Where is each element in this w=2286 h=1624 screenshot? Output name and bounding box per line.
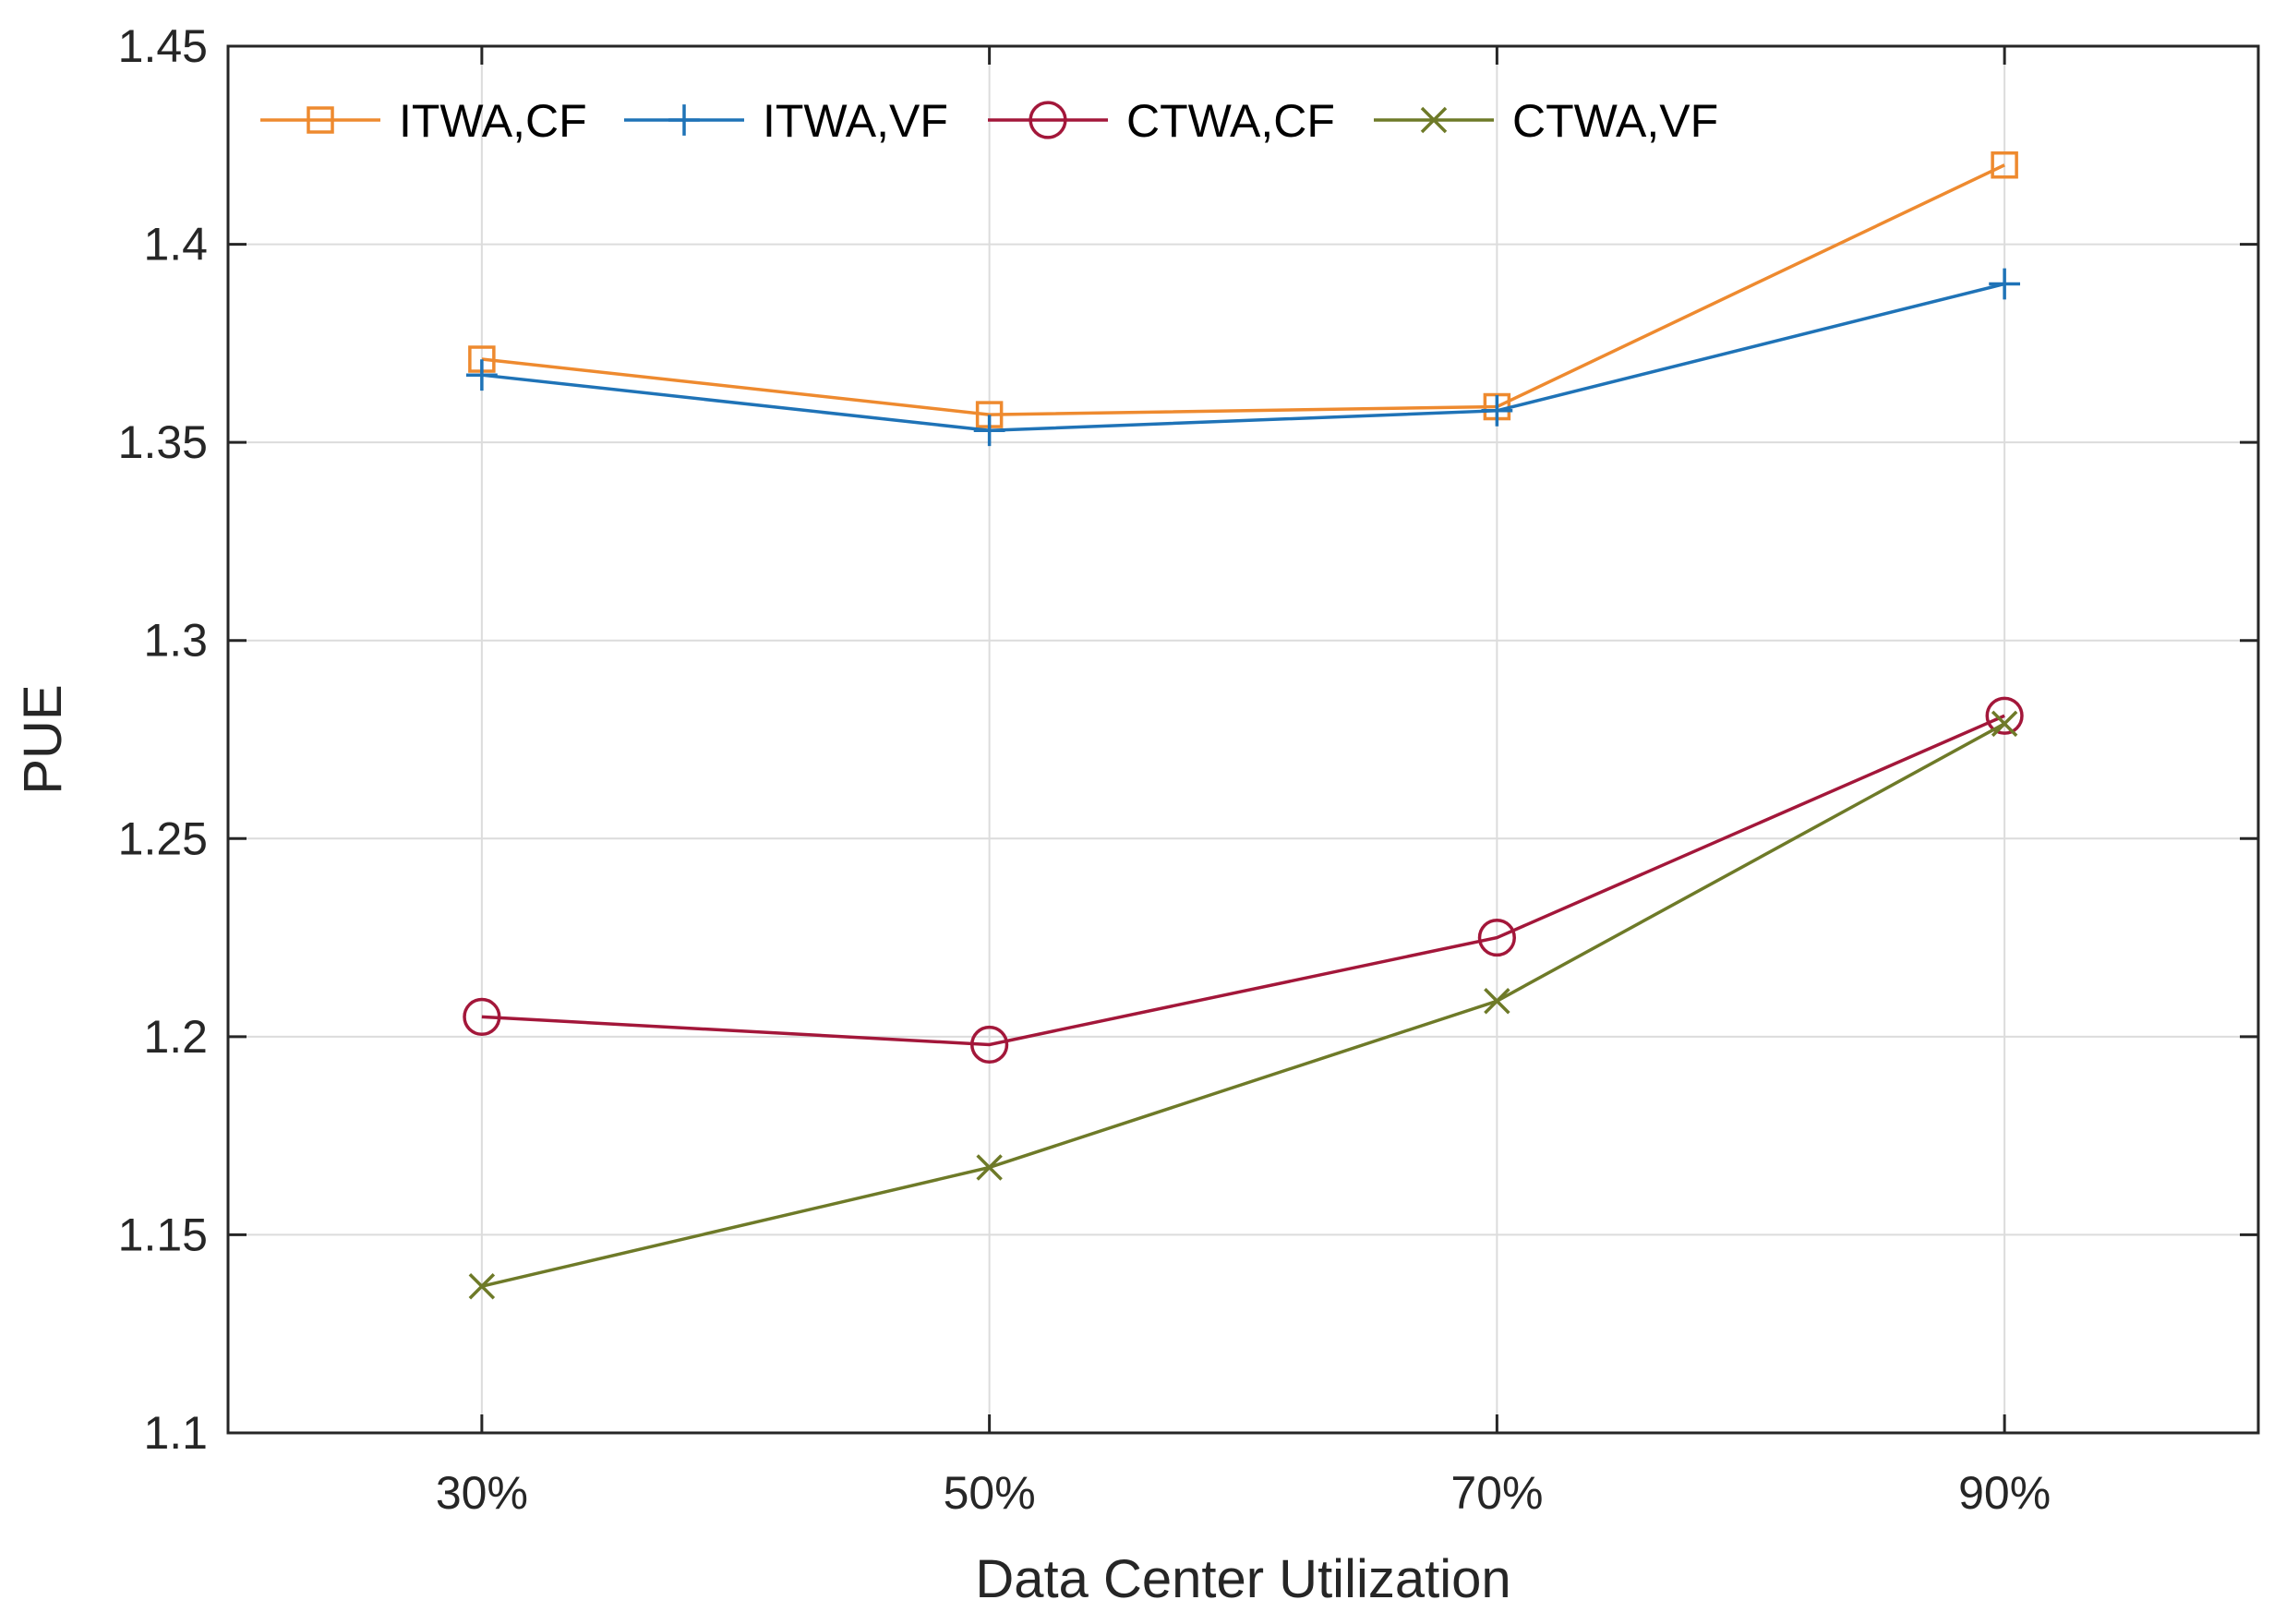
y-tick-label: 1.35: [118, 416, 208, 468]
data-point-plus: [973, 415, 1005, 447]
y-tick-label: 1.45: [118, 20, 208, 72]
legend-entry: CTWA,CF: [988, 95, 1335, 147]
series-group: [463, 150, 2024, 1300]
data-point-x: [1484, 987, 1510, 1015]
data-point-square: [307, 106, 334, 134]
x-axis-title: Data Center Utilization: [975, 1549, 1510, 1609]
x-tick-label: 30%: [436, 1467, 528, 1519]
y-tick-label: 1.1: [143, 1407, 208, 1459]
legend-label: CTWA,CF: [1126, 95, 1335, 147]
y-tick-label: 1.2: [143, 1011, 208, 1063]
grid-lines: [228, 46, 2258, 1433]
legend-entry: CTWA,VF: [1374, 95, 1718, 147]
legend-entry: ITWA,CF: [260, 95, 587, 147]
data-point-circle: [970, 1025, 1009, 1065]
series-line: [481, 163, 2005, 416]
data-point-plus: [1481, 394, 1513, 427]
data-point-circle: [1477, 918, 1516, 957]
data-point-x: [1420, 106, 1448, 134]
data-point-circle: [463, 997, 501, 1037]
series-line: [481, 714, 2005, 1047]
x-tick-label: 50%: [944, 1467, 1036, 1519]
data-point-x: [976, 1154, 1003, 1181]
data-point-circle: [1029, 101, 1067, 139]
data-point-plus: [465, 359, 498, 391]
legend-label: CTWA,VF: [1512, 95, 1718, 147]
data-point-plus: [1989, 268, 2021, 300]
data-point-circle: [1985, 696, 2024, 735]
axis-ticks: [228, 44, 2258, 1435]
legend: ITWA,CF ITWA,VF CTWA,CF CTWA,VF: [260, 95, 1718, 147]
y-tick-label: 1.15: [118, 1209, 208, 1260]
y-tick-label: 1.4: [143, 219, 208, 271]
series-line: [481, 722, 2005, 1288]
x-tick-label: 90%: [1958, 1467, 2051, 1519]
legend-label: ITWA,VF: [763, 95, 948, 147]
tick-labels: 30% 50% 70% 90% 1.1 1.15 1.2 1.25 1.3 1.35 1.4 1.45: [118, 20, 2051, 1519]
y-axis-title: PUE: [13, 684, 73, 794]
data-point-x: [468, 1272, 496, 1300]
data-point-plus: [668, 104, 700, 136]
y-tick-label: 1.25: [118, 812, 208, 864]
data-point-square: [1991, 150, 2018, 179]
series-ctwa-vf: [468, 710, 2018, 1300]
x-tick-label: 70%: [1450, 1467, 1543, 1519]
series-itwa-vf: [465, 268, 2021, 447]
data-point-x: [1991, 710, 2018, 738]
y-tick-label: 1.3: [143, 615, 208, 667]
legend-label: ITWA,CF: [399, 95, 587, 147]
series-ctwa-cf: [463, 696, 2024, 1065]
series-line: [481, 282, 2005, 433]
legend-entry: ITWA,VF: [624, 95, 948, 147]
plot-frame: [226, 44, 2260, 1435]
